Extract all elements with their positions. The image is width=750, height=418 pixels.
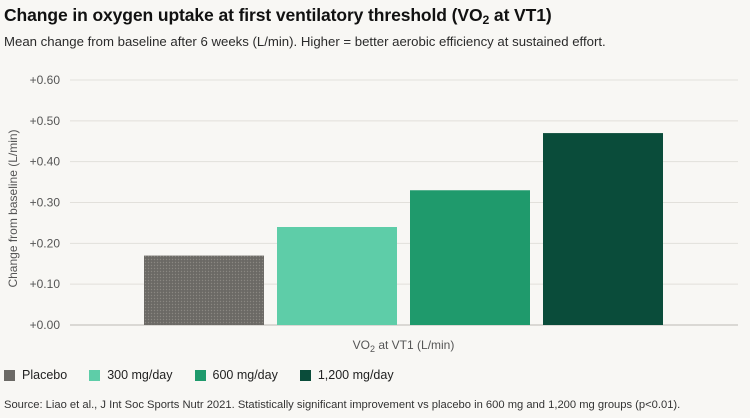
legend-item: Placebo (4, 368, 67, 382)
legend-label: 600 mg/day (212, 368, 278, 382)
legend: Placebo 300 mg/day 600 mg/day 1,200 mg/day (4, 368, 416, 382)
y-tick-label: +0.60 (30, 73, 61, 87)
bar-chart: +0.00 +0.10 +0.20 +0.30 +0.40 +0.50 +0.60 Chan… (6, 73, 738, 354)
source-note: Source: Liao et al., J Int Soc Sports Nu… (4, 399, 681, 411)
chart-subtitle: Mean change from baseline after 6 weeks … (4, 34, 606, 49)
legend-label: 1,200 mg/day (317, 368, 394, 382)
y-tick-label: +0.40 (30, 155, 61, 169)
bar-1-200-mg-day (543, 133, 663, 325)
y-tick-labels: +0.00 +0.10 +0.20 +0.30 +0.40 +0.50 +0.60 (30, 73, 61, 332)
legend-swatch (194, 369, 206, 381)
legend-swatch (89, 369, 101, 381)
bar-placebo (144, 255, 264, 325)
legend-label: Placebo (22, 368, 68, 382)
y-tick-label: +0.30 (30, 196, 61, 210)
y-axis-title: Change from baseline (L/min) (6, 129, 20, 287)
y-tick-label: +0.50 (30, 114, 61, 128)
legend-item: 600 mg/day (194, 368, 278, 382)
y-tick-label: +0.00 (30, 318, 61, 332)
legend-item: 1,200 mg/day (299, 368, 394, 382)
legend-label: 300 mg/day (107, 368, 173, 382)
y-tick-label: +0.20 (30, 236, 61, 250)
bar-300-mg-day (277, 227, 397, 325)
legend-swatch (4, 369, 15, 381)
legend-item: 300 mg/day (89, 368, 173, 382)
bar-600-mg-day (410, 190, 530, 325)
x-axis-title: VO2 at VT1 (L/min) (353, 338, 455, 354)
legend-swatch (299, 369, 311, 381)
chart-title: Change in oxygen uptake at first ventila… (4, 5, 552, 28)
bars (144, 133, 663, 325)
y-tick-label: +0.10 (30, 277, 61, 291)
